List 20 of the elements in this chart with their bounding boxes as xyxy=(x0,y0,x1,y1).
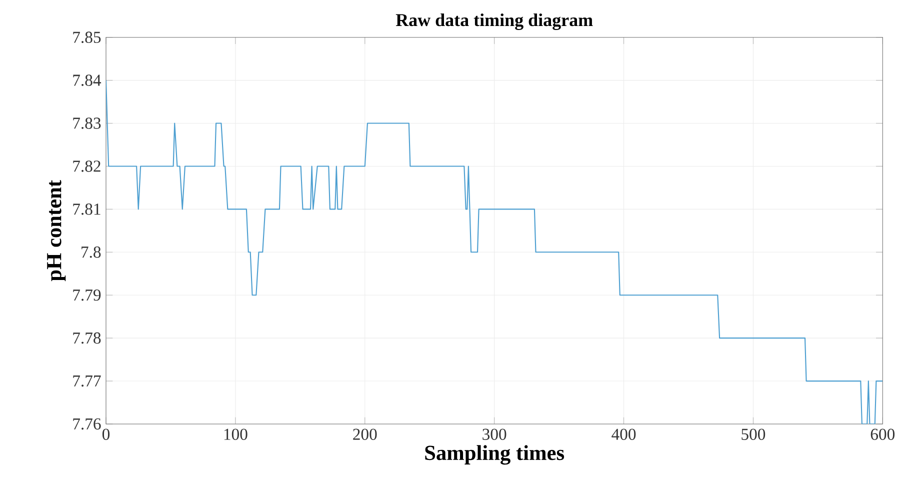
y-axis-title: pH content xyxy=(47,180,66,282)
x-tick-label: 200 xyxy=(353,428,377,440)
x-tick-label: 0 xyxy=(102,428,110,440)
chart-title: Raw data timing diagram xyxy=(396,14,593,30)
y-tick-label: 7.78 xyxy=(73,332,101,344)
y-tick-label: 7.84 xyxy=(73,74,102,86)
x-axis-title: Sampling times xyxy=(425,445,564,465)
x-tick-label: 500 xyxy=(742,428,766,440)
x-tick-label: 100 xyxy=(224,428,248,440)
y-tick-label: 7.8 xyxy=(82,246,101,258)
x-tick-label: 600 xyxy=(870,428,895,440)
y-tick-label: 7.77 xyxy=(73,375,101,387)
y-tick-label: 7.79 xyxy=(73,289,101,301)
y-tick-label: 7.81 xyxy=(73,204,100,215)
x-tick-label: 300 xyxy=(482,428,506,440)
x-tick-label: 400 xyxy=(612,428,636,440)
y-tick-label: 7.83 xyxy=(73,118,101,129)
y-tick-label: 7.82 xyxy=(73,160,100,172)
y-tick-label: 7.76 xyxy=(73,418,101,430)
y-tick-label: 7.85 xyxy=(73,32,101,43)
